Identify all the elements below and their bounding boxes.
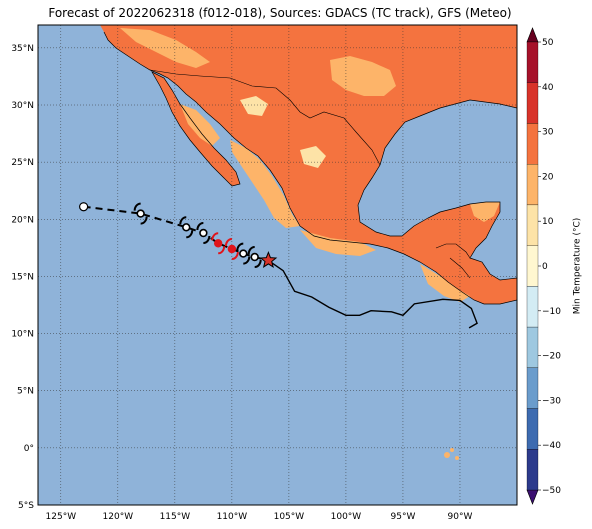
longitude-labels: 125°W 120°W 115°W 110°W 105°W 100°W 95°W 90°W xyxy=(46,512,473,522)
past-position-marker xyxy=(79,202,89,212)
colorbar-segment xyxy=(526,41,539,83)
colorbar-segment xyxy=(526,82,539,124)
hurricane-symbol-icon xyxy=(224,238,239,260)
colorbar xyxy=(526,27,539,505)
land-mild-patch-2 xyxy=(300,146,326,168)
lon-tick-label: 125°W xyxy=(46,512,77,522)
colorbar-tick-label: −10 xyxy=(542,307,561,317)
lat-tick-label: 0° xyxy=(24,444,34,454)
lat-tick-label: 30°N xyxy=(11,101,34,111)
colorbar-tick-label: 50 xyxy=(542,38,554,48)
lat-tick-label: 10°N xyxy=(11,330,34,340)
land-warm-patch-6 xyxy=(420,264,470,302)
hurricane-symbol-icon xyxy=(196,222,211,244)
lon-tick-label: 115°W xyxy=(160,512,191,522)
hurricane-symbol-icon xyxy=(211,232,226,255)
hurricane-symbol-icon xyxy=(247,246,262,268)
lat-tick-label: 20°N xyxy=(11,215,34,225)
land-warm-patch-2 xyxy=(180,104,220,146)
map-frame xyxy=(37,24,518,506)
colorbar-tick-label: 30 xyxy=(542,128,554,138)
land-layer xyxy=(100,25,517,304)
land-warm-patch-7 xyxy=(470,202,500,222)
lon-tick-label: 95°W xyxy=(391,512,416,522)
gridlines xyxy=(38,25,517,505)
current-position-star-icon xyxy=(259,251,278,269)
lat-tick-label: 5°S xyxy=(18,501,34,511)
lat-tick-label: 5°N xyxy=(17,387,34,397)
lon-tick-label: 110°W xyxy=(217,512,248,522)
lat-tick-label: 15°N xyxy=(11,272,34,282)
colorbar-ticks: 50 40 30 20 10 0 −10 −20 −30 −40 −50 xyxy=(538,38,561,496)
colorbar-segment xyxy=(526,204,539,246)
colorbar-tick-label: 40 xyxy=(542,83,554,93)
hurricane-symbol-icon xyxy=(179,216,194,239)
map-title: Forecast of 2022062318 (f012-018), Sourc… xyxy=(48,6,512,20)
lat-tick-label: 25°N xyxy=(11,158,34,168)
country-borders xyxy=(149,69,471,279)
colorbar-tick-label: 10 xyxy=(542,217,554,227)
colorbar-segment xyxy=(526,164,539,206)
map-layers xyxy=(38,25,517,505)
colorbar-bottom-arrow xyxy=(526,489,539,505)
colorbar-segment xyxy=(526,326,539,368)
lon-tick-label: 90°W xyxy=(448,512,473,522)
land-warm-patch-5 xyxy=(300,230,376,256)
forecast-track-line xyxy=(83,205,269,262)
colorbar-tick-label: −50 xyxy=(542,486,561,496)
lat-tick-label: 35°N xyxy=(11,44,34,54)
lon-tick-label: 105°W xyxy=(274,512,305,522)
galapagos-islands xyxy=(444,448,459,460)
land-mild-patch-1 xyxy=(240,96,268,116)
colorbar-segment xyxy=(526,286,539,328)
colorbar-segment xyxy=(526,123,539,165)
storm-track xyxy=(79,202,478,329)
colorbar-segment xyxy=(526,449,539,491)
latitude-labels: 35°N 30°N 25°N 20°N 15°N 10°N 5°N 0° 5°S xyxy=(11,44,34,511)
hurricane-symbol-icon xyxy=(236,242,251,265)
lon-tick-label: 120°W xyxy=(103,512,134,522)
colorbar-label: Min Temperature (°C) xyxy=(573,218,583,315)
lon-tick-label: 100°W xyxy=(331,512,362,522)
colorbar-top-arrow xyxy=(526,27,539,43)
hurricane-symbol-icon xyxy=(133,202,148,225)
colorbar-tick-label: −40 xyxy=(542,441,561,451)
colorbar-tick-label: −30 xyxy=(542,396,561,406)
land-warm-patch-1 xyxy=(230,140,300,228)
colorbar-tick-label: −20 xyxy=(542,352,561,362)
colorbar-segment xyxy=(526,367,539,409)
colorbar-segment xyxy=(526,408,539,450)
coastlines xyxy=(103,31,517,305)
colorbar-tick-label: 20 xyxy=(542,172,554,182)
land-warm-patch-3 xyxy=(330,56,396,96)
colorbar-segment xyxy=(526,245,539,287)
colorbar-tick-label: 0 xyxy=(542,262,548,272)
uncertainty-cone-line xyxy=(267,259,478,329)
